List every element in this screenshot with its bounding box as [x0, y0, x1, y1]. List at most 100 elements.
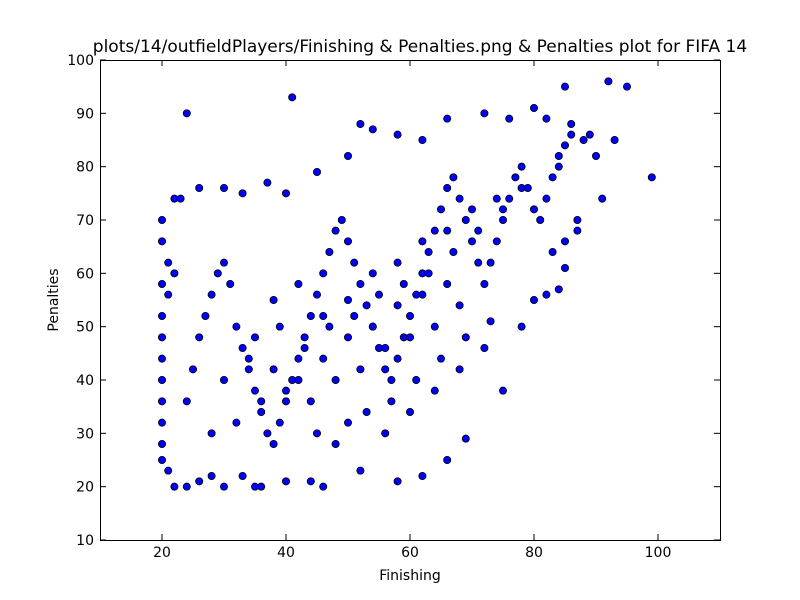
data-point — [381, 365, 390, 374]
data-point — [511, 173, 520, 182]
x-tick-label: 80 — [525, 545, 543, 561]
data-point — [164, 258, 173, 267]
data-point — [232, 418, 241, 427]
data-point — [300, 333, 309, 342]
data-point — [554, 151, 563, 160]
data-point — [331, 226, 340, 235]
data-point — [381, 343, 390, 352]
data-point — [182, 109, 191, 118]
data-point — [219, 482, 228, 491]
y-tick-label: 100 — [67, 53, 94, 69]
data-point — [157, 279, 166, 288]
data-point — [467, 237, 476, 246]
data-point — [157, 375, 166, 384]
data-point — [443, 114, 452, 123]
y-tick-label: 90 — [76, 106, 94, 122]
data-point — [343, 151, 352, 160]
data-point — [362, 407, 371, 416]
data-point — [207, 471, 216, 480]
data-point — [455, 301, 464, 310]
data-point — [195, 333, 204, 342]
data-point — [207, 290, 216, 299]
data-point — [164, 466, 173, 475]
data-point — [443, 226, 452, 235]
data-point — [281, 189, 290, 198]
y-tick-label: 60 — [76, 266, 94, 282]
data-point — [343, 333, 352, 342]
data-point — [592, 151, 601, 160]
data-point — [232, 322, 241, 331]
data-point — [418, 237, 427, 246]
y-tick-label: 10 — [76, 533, 94, 549]
data-point — [387, 375, 396, 384]
ticks-layer: 20 40 60 80 100 10 20 30 40 50 60 70 80 90 100 — [67, 53, 720, 561]
data-point — [542, 194, 551, 203]
data-point — [201, 311, 210, 320]
data-point — [393, 130, 402, 139]
data-point — [368, 322, 377, 331]
data-point — [157, 455, 166, 464]
data-point — [269, 365, 278, 374]
data-point — [443, 183, 452, 192]
data-point — [374, 290, 383, 299]
data-point — [157, 397, 166, 406]
data-point — [219, 183, 228, 192]
data-point — [238, 343, 247, 352]
data-point — [517, 162, 526, 171]
data-point — [319, 311, 328, 320]
data-point — [461, 333, 470, 342]
data-point — [573, 226, 582, 235]
data-point — [430, 386, 439, 395]
data-point — [319, 482, 328, 491]
data-point — [623, 82, 632, 91]
data-point — [536, 215, 545, 224]
data-point — [343, 237, 352, 246]
data-point — [157, 333, 166, 342]
data-point — [455, 194, 464, 203]
data-point — [418, 290, 427, 299]
data-point — [405, 311, 414, 320]
data-point — [170, 482, 179, 491]
data-point — [157, 237, 166, 246]
data-point — [393, 477, 402, 486]
y-tick-label: 70 — [76, 213, 94, 229]
data-point — [281, 397, 290, 406]
x-axis-label: Finishing — [379, 568, 441, 584]
data-point — [368, 269, 377, 278]
data-point — [561, 82, 570, 91]
data-point — [443, 455, 452, 464]
data-point — [498, 215, 507, 224]
data-point — [561, 141, 570, 150]
data-point — [182, 482, 191, 491]
data-point — [412, 375, 421, 384]
data-point — [554, 162, 563, 171]
data-point — [405, 407, 414, 416]
y-tick-label: 20 — [76, 480, 94, 496]
data-point — [517, 183, 526, 192]
data-point — [480, 279, 489, 288]
x-tick-label: 20 — [153, 545, 171, 561]
y-tick-label: 50 — [76, 320, 94, 336]
data-point — [319, 354, 328, 363]
data-point — [567, 130, 576, 139]
data-point — [598, 194, 607, 203]
data-point — [157, 311, 166, 320]
data-point — [300, 343, 309, 352]
data-point — [238, 471, 247, 480]
data-point — [257, 397, 266, 406]
data-point — [610, 135, 619, 144]
data-point — [449, 247, 458, 256]
data-point — [424, 269, 433, 278]
plot-area — [100, 60, 720, 540]
data-point — [281, 386, 290, 395]
data-point — [418, 471, 427, 480]
data-point — [579, 135, 588, 144]
data-point — [449, 173, 458, 182]
data-point — [219, 258, 228, 267]
data-point — [325, 322, 334, 331]
data-point — [585, 130, 594, 139]
data-point — [195, 477, 204, 486]
data-point — [405, 333, 414, 342]
data-point — [331, 375, 340, 384]
